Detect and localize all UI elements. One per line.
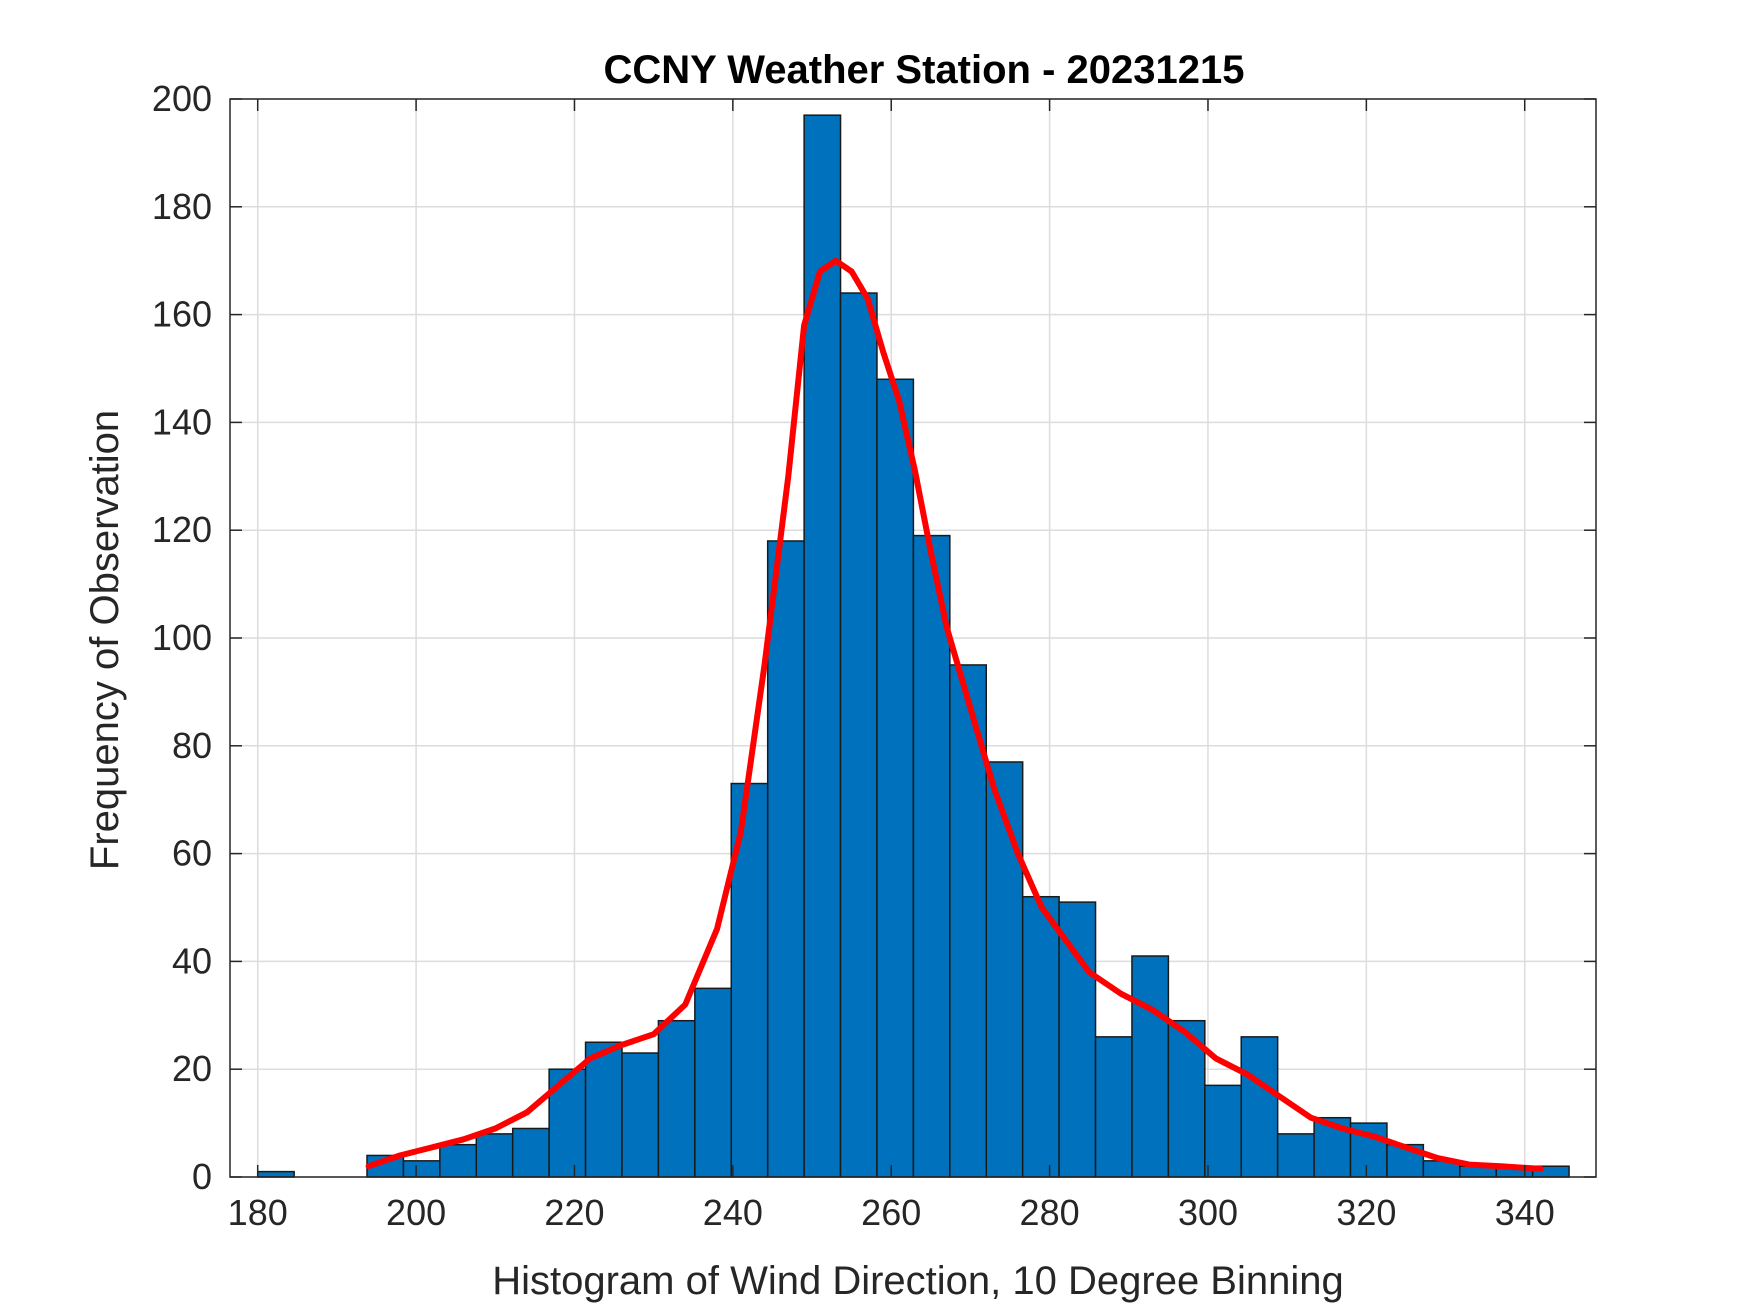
histogram-bar — [803, 114, 842, 1178]
y-tick-label: 40 — [172, 940, 212, 981]
histogram-bar — [475, 1133, 514, 1178]
histogram-bar — [766, 540, 805, 1178]
x-tick-label: 300 — [1178, 1192, 1238, 1233]
histogram-bar — [657, 1019, 696, 1178]
y-tick-label: 120 — [152, 509, 212, 550]
histogram-bar — [839, 292, 878, 1178]
axis-ticks — [230, 98, 1596, 1178]
x-tick-label: 240 — [703, 1192, 763, 1233]
histogram-bar — [876, 378, 915, 1178]
x-tick-label: 200 — [386, 1192, 446, 1233]
x-tick-label: 220 — [544, 1192, 604, 1233]
histogram-bar — [1131, 955, 1170, 1178]
density-fit-curve — [365, 257, 1544, 1172]
x-tick-label: 320 — [1336, 1192, 1396, 1233]
histogram-bar — [511, 1127, 550, 1178]
histogram-bar — [694, 987, 733, 1178]
histogram-bar — [402, 1160, 441, 1178]
histogram-bars — [256, 114, 1570, 1178]
x-tick-label: 280 — [1020, 1192, 1080, 1233]
y-tick-label: 20 — [172, 1048, 212, 1089]
x-tick-label: 340 — [1495, 1192, 1555, 1233]
x-axis-label: Histogram of Wind Direction, 10 Degree B… — [492, 1259, 1344, 1303]
x-axis-tick-labels: 180 200 220 240 260 280 300 320 340 — [228, 1192, 1555, 1233]
chart-title: CCNY Weather Station - 20231215 — [604, 48, 1245, 92]
y-axis-tick-labels: 0 20 40 60 80 100 120 140 160 180 200 — [152, 78, 212, 1197]
y-tick-label: 160 — [152, 294, 212, 335]
y-tick-label: 180 — [152, 186, 212, 227]
histogram-bar — [1094, 1036, 1133, 1178]
histogram-bar — [1276, 1133, 1315, 1178]
x-tick-label: 180 — [228, 1192, 288, 1233]
histogram-bar — [912, 534, 951, 1178]
y-tick-label: 200 — [152, 78, 212, 119]
histogram-bar — [621, 1052, 660, 1178]
histogram-bar — [985, 761, 1024, 1178]
y-tick-label: 80 — [172, 725, 212, 766]
histogram-bar — [584, 1041, 623, 1178]
y-tick-label: 100 — [152, 617, 212, 658]
y-axis-label: Frequency of Observation — [83, 410, 127, 870]
y-tick-label: 140 — [152, 401, 212, 442]
y-tick-label: 0 — [192, 1156, 212, 1197]
histogram-bar — [439, 1143, 478, 1178]
histogram-bar — [256, 1170, 295, 1178]
histogram-bar — [1021, 895, 1060, 1178]
histogram-bar — [1204, 1084, 1242, 1178]
y-tick-label: 60 — [172, 833, 212, 874]
histogram-bar — [1240, 1036, 1279, 1178]
x-tick-label: 260 — [861, 1192, 921, 1233]
